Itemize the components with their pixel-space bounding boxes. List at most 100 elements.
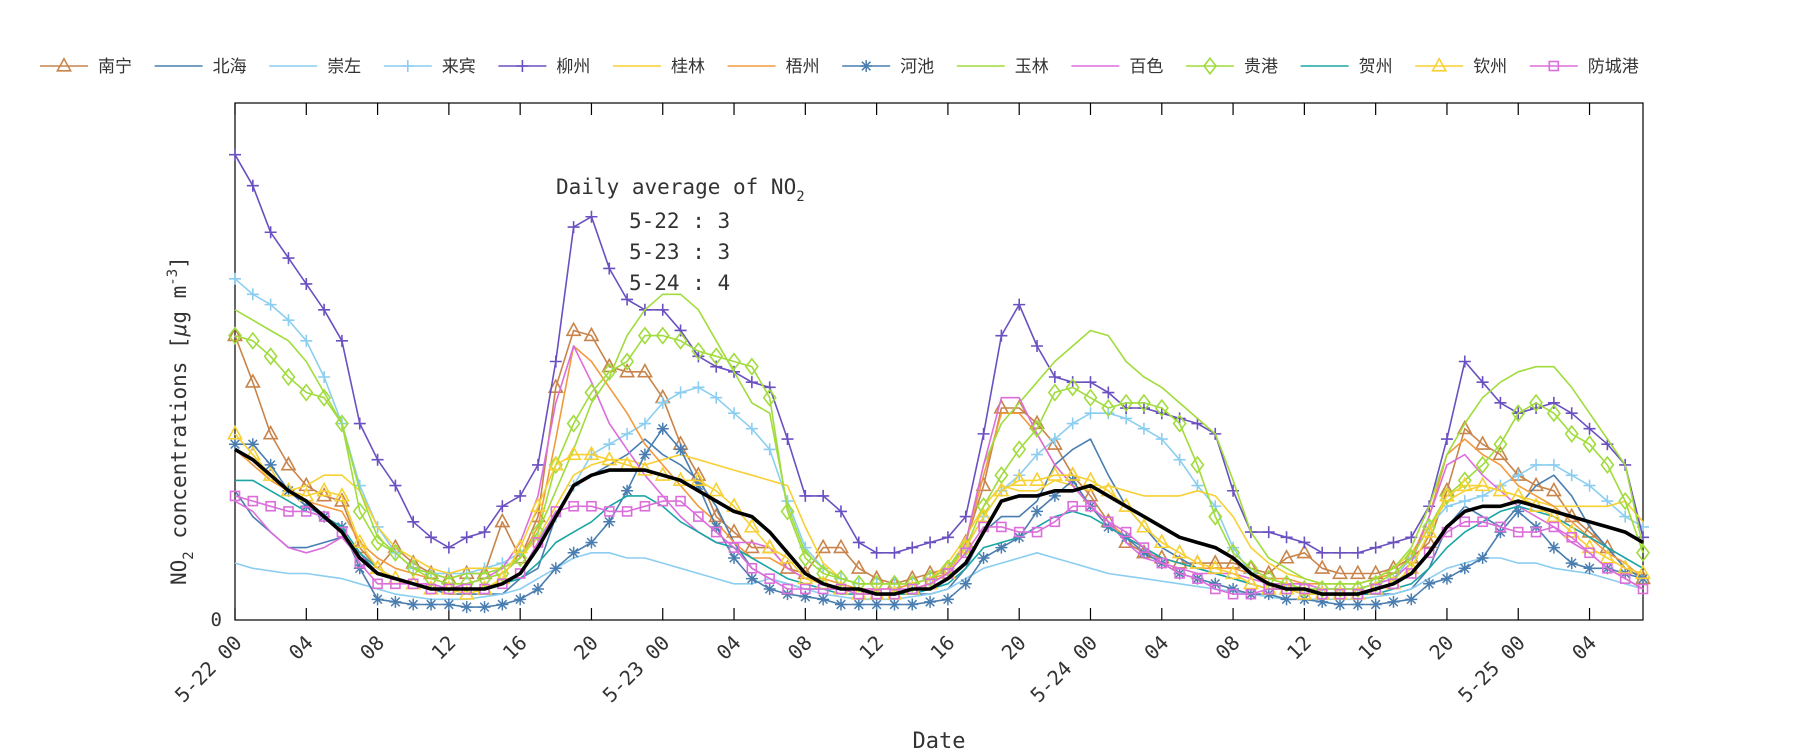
- point-4-12: [442, 541, 455, 554]
- point-12-79: [1635, 564, 1651, 580]
- point-4-25: [674, 324, 687, 337]
- point-0-69: [1456, 419, 1473, 435]
- point-12-68: [1438, 487, 1455, 502]
- annotation-title-main: Daily average of NO: [556, 175, 796, 199]
- point-4-61: [1316, 546, 1329, 559]
- point-12-67: [1421, 523, 1438, 538]
- point-13-55: [1209, 583, 1221, 595]
- x-tick-label-3: 12: [426, 631, 460, 665]
- point-7-35: [852, 598, 865, 611]
- point-4-63: [1351, 546, 1364, 559]
- point-10-45: [1030, 419, 1045, 438]
- point-7-59: [1280, 593, 1293, 606]
- point-7-34: [834, 598, 847, 611]
- legend-item-7: 河池: [842, 57, 934, 77]
- point-7-33: [817, 593, 830, 606]
- point-7-1: [246, 438, 259, 451]
- point-0-16: [512, 549, 529, 564]
- point-10-35: [851, 574, 866, 593]
- annotation-line-3: 5-24 : 4: [629, 271, 730, 295]
- point-10-0: [227, 326, 243, 345]
- point-7-22: [621, 484, 634, 497]
- legend-label-5: 桂林: [671, 57, 705, 77]
- point-3-70: [1476, 489, 1489, 502]
- point-12-69: [1456, 476, 1473, 492]
- point-10-71: [1493, 435, 1508, 454]
- point-3-48: [1084, 407, 1097, 420]
- point-10-42: [976, 497, 991, 516]
- point-13-52: [1156, 557, 1168, 569]
- point-10-20: [584, 383, 599, 402]
- series-5: [234, 448, 1644, 585]
- point-13-56: [1227, 588, 1239, 600]
- point-13-2: [265, 500, 276, 512]
- point-12-27: [708, 481, 725, 497]
- point-13-32: [800, 583, 811, 595]
- point-13-22: [621, 506, 633, 517]
- point-0-63: [1349, 564, 1366, 580]
- point-12-17: [530, 497, 546, 512]
- point-12-29: [743, 518, 760, 533]
- x-tick-label-8: 08: [783, 631, 817, 665]
- point-3-71: [1494, 479, 1507, 492]
- point-4-74: [1547, 396, 1560, 409]
- point-10-53: [1172, 414, 1187, 433]
- point-7-12: [442, 598, 455, 611]
- point-4-7: [353, 417, 366, 430]
- point-12-5: [316, 481, 333, 497]
- point-12-57: [1242, 574, 1259, 590]
- point-13-47: [1067, 500, 1078, 512]
- point-12-6: [333, 487, 350, 502]
- point-13-49: [1103, 516, 1114, 528]
- point-12-43: [993, 481, 1010, 497]
- point-13-8: [372, 578, 383, 590]
- point-10-46: [1047, 383, 1062, 402]
- y-axis-label: NO2 concentrations [μg m-3]: [165, 256, 197, 585]
- point-13-54: [1192, 573, 1203, 584]
- point-0-60: [1296, 543, 1313, 559]
- point-12-7: [351, 533, 368, 549]
- point-3-53: [1173, 453, 1186, 466]
- point-10-19: [566, 414, 581, 433]
- point-7-63: [1351, 598, 1364, 611]
- point-4-15: [496, 500, 509, 513]
- point-0-33: [815, 538, 832, 554]
- legend-marker-7: [860, 60, 873, 72]
- point-4-52: [1155, 407, 1168, 420]
- point-4-43: [995, 329, 1008, 342]
- point-10-8: [370, 533, 385, 552]
- y-axis-label-unit: g m: [167, 286, 191, 324]
- point-10-38: [905, 574, 920, 593]
- point-7-66: [1405, 593, 1418, 606]
- point-10-28: [727, 352, 742, 371]
- series-line-9: [234, 345, 1644, 590]
- point-0-61: [1314, 559, 1331, 574]
- point-3-75: [1565, 469, 1578, 482]
- point-7-76: [1583, 562, 1596, 575]
- point-10-3: [281, 367, 296, 387]
- point-0-0: [227, 326, 243, 342]
- legend: 南宁 北海 崇左 来宾 柳州 桂林 梧州 河池 玉林 百色 贵港 贺州 钦州 防城港: [40, 56, 1639, 77]
- point-12-53: [1171, 543, 1188, 559]
- point-13-67: [1423, 547, 1435, 559]
- point-4-32: [799, 489, 812, 502]
- point-12-47: [1064, 466, 1081, 481]
- legend-marker-10: [1202, 56, 1218, 76]
- point-13-73: [1530, 526, 1542, 538]
- point-13-24: [657, 495, 669, 507]
- point-13-25: [675, 495, 686, 507]
- point-4-70: [1476, 376, 1489, 389]
- point-10-76: [1582, 435, 1597, 454]
- point-13-66: [1406, 568, 1417, 579]
- point-4-26: [692, 350, 705, 363]
- point-4-75: [1565, 407, 1578, 420]
- point-3-25: [674, 386, 687, 399]
- x-tick-label-14: 08: [1211, 631, 1245, 665]
- x-tick-label-15: 12: [1282, 631, 1316, 665]
- point-12-30: [761, 538, 778, 554]
- point-10-69: [1457, 471, 1472, 490]
- point-10-11: [424, 569, 439, 588]
- point-4-3: [282, 252, 295, 265]
- point-4-14: [478, 526, 491, 539]
